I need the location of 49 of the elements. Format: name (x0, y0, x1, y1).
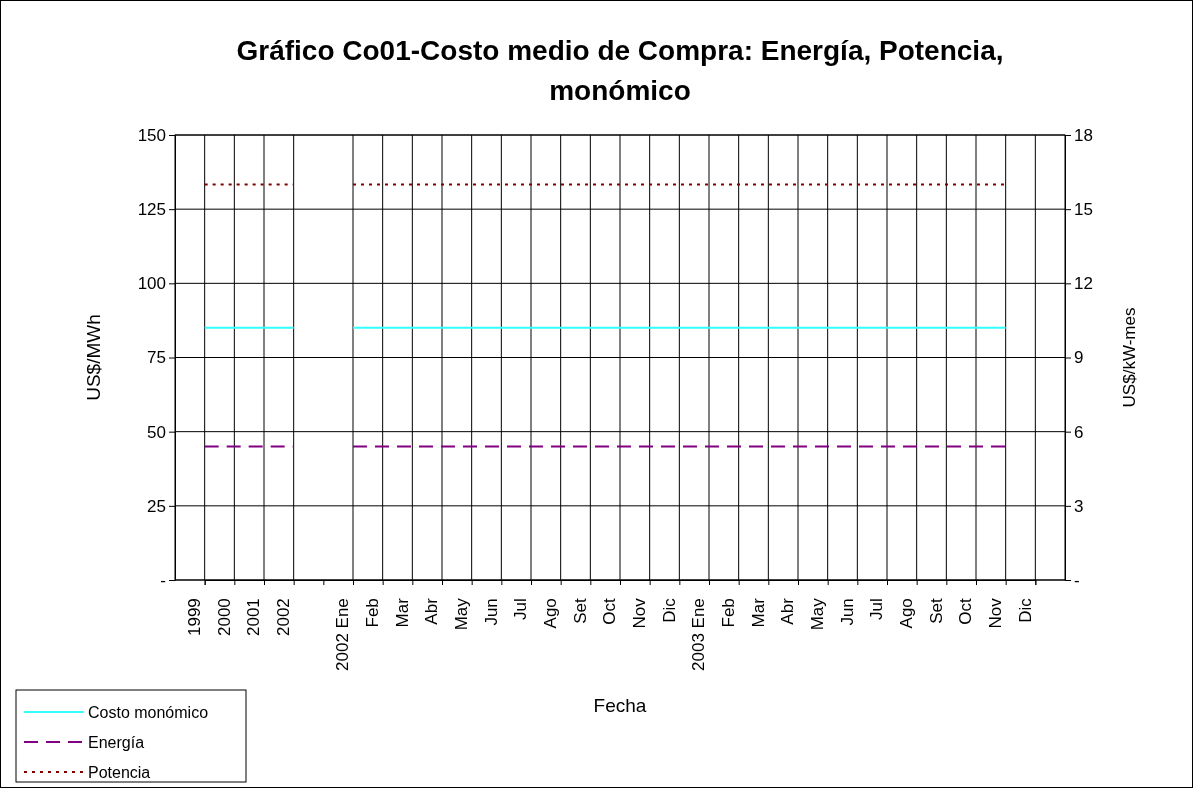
x-tick-label: Abr (422, 597, 442, 625)
x-tick-label: Set (570, 597, 590, 624)
x-tick-label: Jul (867, 598, 887, 620)
x-tick-label: May (452, 597, 472, 631)
x-tick-label: Mar (748, 597, 768, 628)
x-tick-label: Jun (481, 598, 501, 626)
y-axis-title: US$/MWh (83, 314, 104, 401)
y-tick-label: 75 (147, 348, 166, 368)
legend-label: Energía (88, 734, 145, 751)
y-tick-label: 150 (137, 125, 166, 145)
y-tick-label: 100 (137, 274, 166, 294)
x-tick-label: May (808, 597, 828, 631)
x-tick-label: Oct (956, 597, 976, 625)
x-tick-label: Mar (392, 597, 412, 628)
y2-tick-label: 12 (1074, 274, 1093, 294)
x-tick-label: 2000 (214, 598, 234, 637)
y-tick-label: 25 (147, 496, 166, 516)
y2-tick-label: 3 (1074, 496, 1084, 516)
x-tick-label: 2003 Ene (689, 598, 709, 671)
x-tick-label: Nov (630, 597, 650, 629)
x-tick-label: 2002 Ene (333, 598, 353, 671)
y2-axis-title: US$/kW-mes (1120, 307, 1139, 408)
x-tick-label: Oct (600, 597, 620, 625)
chart-title: Gráfico Co01-Costo medio de Compra: Energía, Potencia, monómico (236, 35, 1004, 106)
x-tick-label: Dic (659, 597, 679, 623)
x-tick-label: Dic (1015, 597, 1035, 623)
x-tick-label: Jul (511, 598, 531, 620)
x-tick-label: 2002 (274, 598, 294, 637)
x-tick-label: 2001 (244, 598, 264, 637)
y-tick-label: 125 (137, 200, 166, 220)
x-tick-label: Feb (719, 598, 739, 628)
x-tick-label: Ago (541, 598, 561, 629)
x-tick-label: Abr (778, 597, 798, 625)
x-tick-label: Feb (363, 598, 383, 628)
y-tick-label: 50 (147, 422, 166, 442)
x-axis-title: Fecha (593, 695, 647, 716)
y2-tick-label: 18 (1074, 125, 1093, 145)
x-tick-label: Set (926, 597, 946, 624)
x-tick-label: Ago (897, 598, 917, 629)
y2-tick-label: 6 (1074, 422, 1084, 442)
x-tick-label: Nov (986, 597, 1006, 629)
y2-tick-label: 9 (1074, 348, 1084, 368)
y2-tick-label: - (1074, 570, 1080, 590)
x-tick-label: Jun (837, 598, 857, 626)
legend-label: Costo monómico (88, 704, 209, 721)
y-tick-label: - (160, 570, 166, 590)
x-tick-label: 1999 (185, 598, 205, 637)
legend-label: Potencia (88, 764, 151, 781)
y2-tick-label: 15 (1074, 200, 1093, 220)
